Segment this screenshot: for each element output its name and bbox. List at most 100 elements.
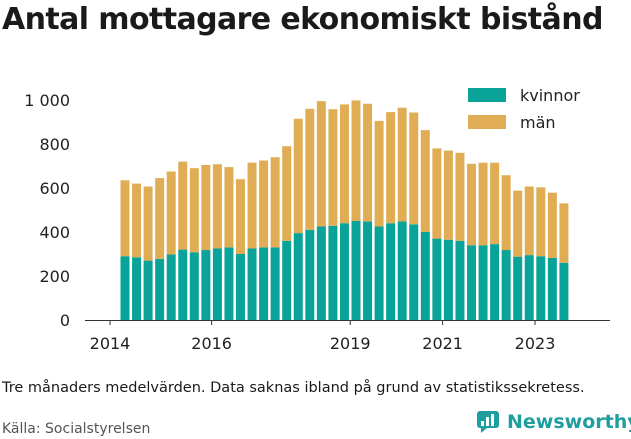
bar-kvinnor — [189, 252, 199, 320]
bar-kvinnor — [143, 260, 153, 320]
bar-man — [339, 104, 349, 224]
bar-man — [397, 107, 407, 222]
bar-kvinnor — [409, 224, 419, 320]
bar-man — [432, 148, 442, 239]
bar-man — [305, 108, 315, 230]
legend-label: kvinnor — [520, 86, 580, 105]
bar-man — [386, 112, 396, 224]
bar-kvinnor — [316, 226, 326, 320]
bar-kvinnor — [339, 223, 349, 320]
bar-man — [282, 146, 292, 241]
bar-kvinnor — [432, 238, 442, 320]
bar-man — [293, 118, 303, 234]
bar-kvinnor — [559, 262, 569, 320]
bar-kvinnor — [351, 221, 361, 320]
bar-man — [536, 187, 546, 257]
bar-man — [524, 186, 534, 256]
bar-kvinnor — [490, 244, 500, 320]
bar-kvinnor — [328, 225, 338, 320]
bar-kvinnor — [247, 248, 257, 320]
bar-man — [316, 101, 326, 227]
bar-kvinnor — [420, 232, 430, 320]
bar-kvinnor — [455, 240, 465, 320]
bar-man — [132, 183, 142, 258]
y-axis: 0 200 400 600 800 1 000 — [24, 91, 70, 330]
bar-kvinnor — [374, 226, 384, 320]
bar-man — [224, 167, 234, 248]
x-tick-label: 2021 — [422, 334, 463, 353]
bar-man — [143, 186, 153, 261]
bar-man — [443, 150, 453, 240]
bar-kvinnor — [293, 233, 303, 320]
bar-man — [351, 100, 361, 221]
bar-kvinnor — [224, 247, 234, 320]
y-tick-label: 1 000 — [24, 91, 70, 110]
legend-swatch — [468, 88, 506, 102]
legend-label: män — [520, 113, 556, 132]
bar-kvinnor — [363, 221, 373, 320]
y-tick-label: 0 — [60, 311, 70, 330]
bar-man — [490, 162, 500, 245]
bar-man — [178, 161, 188, 250]
bar-kvinnor — [397, 221, 407, 320]
bar-man — [212, 164, 222, 249]
bar-man — [247, 162, 257, 249]
bar-kvinnor — [120, 256, 130, 320]
bar-man — [201, 164, 211, 251]
bar-man — [189, 168, 199, 253]
bar-man — [559, 203, 569, 263]
bar-kvinnor — [166, 254, 176, 320]
bar-kvinnor — [155, 258, 165, 320]
bar-man — [455, 152, 465, 241]
chart-note: Tre månaders medelvärden. Data saknas ib… — [2, 380, 585, 396]
x-tick-label: 2014 — [90, 334, 131, 353]
bar-kvinnor — [513, 256, 523, 320]
bar-man — [467, 163, 476, 246]
newsworthy-logo[interactable]: Newsworthy — [476, 410, 631, 434]
source-credit: Källa: Socialstyrelsen — [2, 421, 151, 437]
bar-man — [420, 130, 430, 232]
legend-swatch — [468, 115, 506, 129]
y-tick-label: 200 — [39, 267, 70, 286]
bar-man — [363, 103, 373, 222]
bar-kvinnor — [212, 248, 222, 320]
bar-kvinnor — [501, 250, 511, 320]
bar-kvinnor — [478, 245, 488, 320]
bar-kvinnor — [270, 247, 280, 320]
bar-kvinnor — [132, 257, 142, 320]
bar-kvinnor — [547, 257, 557, 320]
x-axis: 2014 2016 2019 2021 2023 — [85, 320, 610, 353]
bar-man — [155, 178, 165, 259]
brand-name: Newsworthy — [507, 411, 631, 433]
bar-man — [501, 175, 511, 251]
bar-man — [374, 120, 384, 227]
bar-man — [478, 162, 488, 246]
bar-man — [270, 157, 280, 248]
legend: kvinnor män — [468, 86, 580, 132]
bar-kvinnor — [236, 254, 245, 320]
bar-man — [328, 109, 338, 226]
bar-man — [166, 171, 176, 255]
bar-kvinnor — [305, 229, 315, 320]
bar-man — [409, 112, 419, 225]
chart-title: Antal mottagare ekonomiskt bistånd — [2, 2, 603, 37]
bar-kvinnor — [282, 240, 292, 320]
y-tick-label: 400 — [39, 223, 70, 242]
x-tick-label: 2019 — [330, 334, 371, 353]
bar-kvinnor — [467, 245, 476, 320]
y-tick-label: 800 — [39, 135, 70, 154]
x-tick-label: 2023 — [515, 334, 556, 353]
bar-kvinnor — [178, 249, 188, 320]
newsworthy-icon — [477, 411, 499, 433]
bar-man — [547, 192, 557, 258]
bar-man — [259, 160, 269, 248]
bar-kvinnor — [259, 247, 269, 320]
bar-kvinnor — [443, 239, 453, 320]
bar-man — [120, 180, 130, 257]
bar-kvinnor — [536, 256, 546, 320]
bar-man — [236, 179, 245, 254]
x-tick-label: 2016 — [191, 334, 232, 353]
bar-kvinnor — [386, 223, 396, 320]
bar-kvinnor — [524, 255, 534, 320]
